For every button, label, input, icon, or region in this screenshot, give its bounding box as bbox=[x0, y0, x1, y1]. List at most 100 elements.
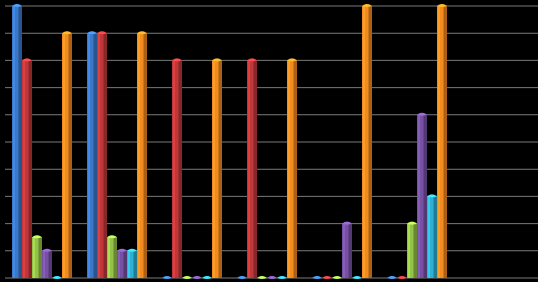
bar-cap bbox=[32, 235, 42, 239]
bar-highlight bbox=[128, 250, 130, 278]
bar-cap bbox=[362, 4, 372, 7]
bar-shade bbox=[123, 250, 127, 278]
bar bbox=[287, 60, 297, 279]
bar-cap bbox=[417, 112, 427, 116]
bar-shade bbox=[423, 114, 427, 278]
bar-cap bbox=[182, 276, 192, 279]
bar-highlight bbox=[213, 60, 215, 279]
bar-highlight bbox=[418, 114, 420, 278]
bar-shade bbox=[443, 6, 447, 278]
bar-cap bbox=[212, 58, 222, 62]
bar-shade bbox=[133, 250, 137, 278]
bar-highlight bbox=[343, 223, 345, 278]
bar bbox=[107, 237, 117, 278]
bar bbox=[97, 33, 107, 279]
bar-shade bbox=[143, 33, 147, 279]
bar-highlight bbox=[63, 33, 65, 279]
bar-cap bbox=[137, 31, 147, 35]
bar-cap bbox=[397, 276, 407, 279]
bar-highlight bbox=[288, 60, 290, 279]
bar-cap bbox=[257, 276, 267, 279]
bar-highlight bbox=[408, 223, 410, 278]
bar-cap bbox=[202, 276, 212, 279]
bar bbox=[62, 33, 72, 279]
bar-cap bbox=[247, 58, 257, 62]
bar bbox=[22, 60, 32, 279]
bar bbox=[407, 223, 417, 278]
bar-highlight bbox=[88, 33, 90, 279]
bar-cap bbox=[172, 58, 182, 62]
bar-cap bbox=[342, 221, 352, 225]
bar-highlight bbox=[363, 6, 365, 278]
bar bbox=[87, 33, 97, 279]
bar bbox=[172, 60, 182, 279]
bar-cap bbox=[237, 276, 247, 279]
bar-cap bbox=[42, 248, 52, 252]
bar-cap bbox=[312, 276, 322, 279]
bar-highlight bbox=[248, 60, 250, 279]
bar-cap bbox=[277, 276, 287, 279]
bar-highlight bbox=[108, 237, 110, 278]
bar-highlight bbox=[428, 196, 430, 278]
bar-highlight bbox=[23, 60, 25, 279]
bar-highlight bbox=[98, 33, 100, 279]
bar-cap bbox=[162, 276, 172, 279]
bar-cap bbox=[192, 276, 202, 279]
bar-shade bbox=[68, 33, 72, 279]
bar-shade bbox=[253, 60, 257, 279]
bar bbox=[12, 6, 22, 278]
bar bbox=[362, 6, 372, 278]
bar-shade bbox=[113, 237, 117, 278]
bar-cap bbox=[107, 235, 117, 239]
bar-shade bbox=[18, 6, 22, 278]
bar-shade bbox=[433, 196, 437, 278]
bar-highlight bbox=[43, 250, 45, 278]
bar-shade bbox=[28, 60, 32, 279]
bar bbox=[247, 60, 257, 279]
bar bbox=[427, 196, 437, 278]
bar-cap bbox=[427, 194, 437, 198]
bar-highlight bbox=[118, 250, 120, 278]
bar-shade bbox=[348, 223, 352, 278]
bar bbox=[117, 250, 127, 278]
bar-cap bbox=[407, 221, 417, 225]
bar-cap bbox=[97, 31, 107, 35]
bar-cap bbox=[22, 58, 32, 62]
bar-cap bbox=[267, 276, 277, 279]
bar-cap bbox=[332, 276, 342, 279]
bar-highlight bbox=[138, 33, 140, 279]
bar-highlight bbox=[33, 237, 35, 278]
bar-highlight bbox=[438, 6, 440, 278]
bar-cap bbox=[352, 276, 362, 279]
bar-cap bbox=[62, 31, 72, 35]
bar-cap bbox=[437, 4, 447, 7]
bar bbox=[342, 223, 352, 278]
bar-cap bbox=[12, 4, 22, 7]
bar-shade bbox=[103, 33, 107, 279]
bar-cap bbox=[117, 248, 127, 252]
bar-cap bbox=[127, 248, 137, 252]
bar-cap bbox=[52, 276, 62, 279]
bar-highlight bbox=[173, 60, 175, 279]
bar bbox=[127, 250, 137, 278]
bar bbox=[437, 6, 447, 278]
bar bbox=[137, 33, 147, 279]
bar-cap bbox=[322, 276, 332, 279]
bar-cap bbox=[87, 31, 97, 35]
bar-shade bbox=[93, 33, 97, 279]
bar-shade bbox=[218, 60, 222, 279]
bar-shade bbox=[368, 6, 372, 278]
bar-shade bbox=[38, 237, 42, 278]
bar-cap bbox=[287, 58, 297, 62]
bar-shade bbox=[413, 223, 417, 278]
bar-shade bbox=[293, 60, 297, 279]
bar-shade bbox=[178, 60, 182, 279]
bar-cap bbox=[387, 276, 397, 279]
bar bbox=[32, 237, 42, 278]
bar bbox=[42, 250, 52, 278]
bar-highlight bbox=[13, 6, 15, 278]
bar-shade bbox=[48, 250, 52, 278]
bar bbox=[212, 60, 222, 279]
